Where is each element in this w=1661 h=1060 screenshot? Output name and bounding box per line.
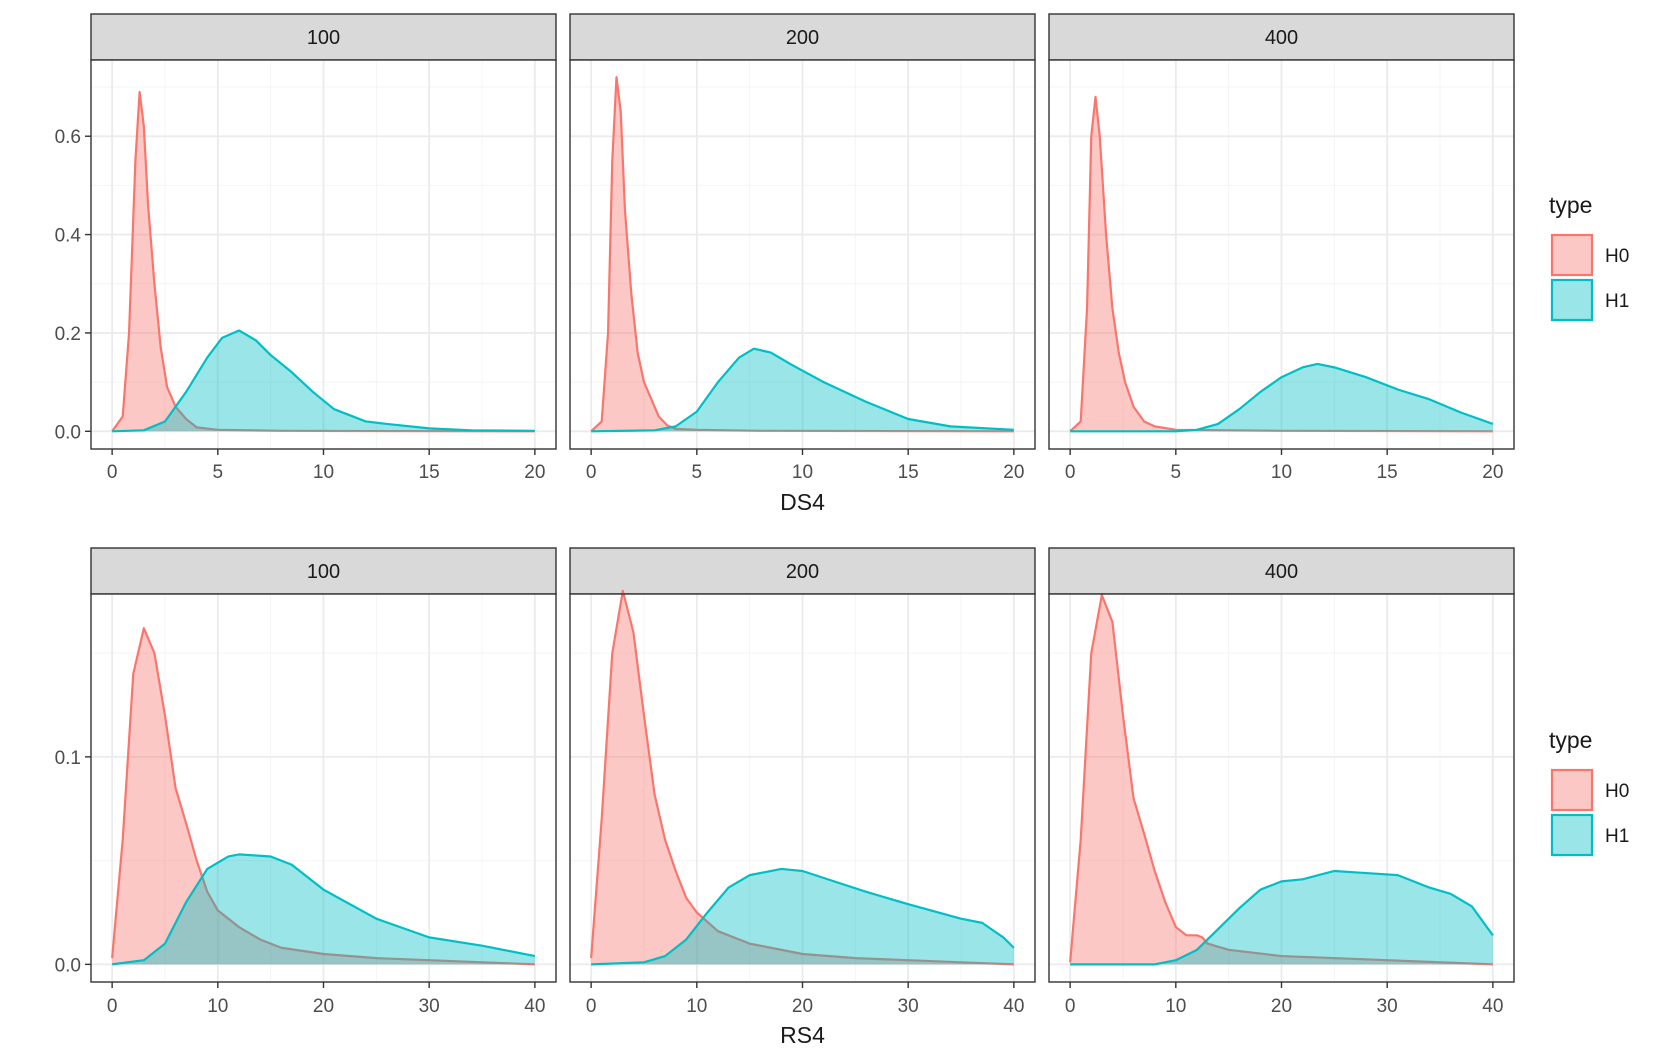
x-axis-title: RS4 — [780, 1022, 825, 1048]
legend-title: type — [1549, 727, 1592, 753]
density-line-h1 — [1070, 869, 1494, 966]
density-line-h0 — [590, 76, 1014, 433]
x-tick-label: 0 — [1065, 462, 1076, 483]
density-area-h1 — [1070, 870, 1493, 965]
density-area-h1 — [591, 868, 1014, 965]
legend-key-bg — [1551, 814, 1593, 856]
x-tick-label: 15 — [419, 462, 440, 483]
x-tick-label: 5 — [1171, 462, 1182, 483]
x-tick-label: 10 — [792, 462, 813, 483]
facet-strip — [569, 13, 1036, 61]
x-tick-label: 10 — [1271, 462, 1292, 483]
x-tick-label: 10 — [686, 996, 707, 1017]
x-tick-label: 10 — [313, 462, 334, 483]
density-line-h0 — [1069, 593, 1493, 966]
facet-panel-400: 400 0 5 10 15 20 — [1048, 13, 1515, 483]
x-tick-label: 15 — [898, 462, 919, 483]
density-line-h0 — [1069, 95, 1493, 433]
density-area-h0 — [112, 628, 535, 965]
x-tick-label: 5 — [692, 462, 703, 483]
density-line-h0 — [111, 627, 535, 966]
facet-strip-label: 200 — [786, 27, 819, 49]
density-area-h0 — [112, 91, 535, 432]
y-tick-label: 0.2 — [55, 324, 81, 345]
y-tick-label: 0.1 — [55, 748, 81, 769]
x-tick-label: 20 — [1271, 996, 1292, 1017]
x-axis-title: DS4 — [780, 489, 825, 515]
x-tick-label: 30 — [898, 996, 919, 1017]
density-line-h0 — [111, 90, 535, 433]
x-tick-label: 10 — [207, 996, 228, 1017]
legend-label-h1: H1 — [1605, 291, 1629, 312]
facet-row-rs4: 100 0 10 20 30 40 0.0 0.1 200 0 10 20 30 40 400 0 10 20 30… — [55, 547, 1629, 1048]
density-area-h1 — [1070, 363, 1493, 432]
x-tick-label: 0 — [107, 996, 118, 1017]
density-line-h1 — [111, 853, 536, 966]
facet-strip-label: 100 — [307, 27, 340, 49]
x-tick-label: 40 — [1003, 996, 1024, 1017]
legend-label-h1: H1 — [1605, 826, 1629, 847]
facet-panel-100: 100 0 10 20 30 40 0.0 0.1 — [55, 547, 557, 1017]
facet-panel-100: 100 0 5 10 15 20 0.0 0.2 0.4 0.6 — [55, 13, 557, 483]
legend: type H0 H1 — [1549, 192, 1629, 322]
facet-strip — [1048, 13, 1515, 61]
density-line-h1 — [591, 347, 1014, 433]
facet-panel-400: 400 0 10 20 30 40 — [1048, 547, 1515, 1017]
x-tick-label: 0 — [586, 462, 597, 483]
x-tick-label: 20 — [1482, 462, 1503, 483]
x-tick-label: 20 — [1003, 462, 1024, 483]
x-tick-label: 5 — [213, 462, 224, 483]
density-area-h0 — [1070, 96, 1493, 432]
density-line-h0 — [590, 589, 1014, 966]
x-tick-label: 20 — [313, 996, 334, 1017]
legend-label-h0: H0 — [1605, 781, 1629, 802]
x-tick-label: 30 — [419, 996, 440, 1017]
legend-key-h0 — [1550, 768, 1594, 812]
legend-key-h0 — [1550, 233, 1594, 277]
density-area-h0 — [591, 590, 1014, 965]
x-tick-label: 0 — [107, 462, 118, 483]
legend-key-h1 — [1550, 813, 1594, 857]
x-tick-label: 0 — [586, 996, 597, 1017]
facet-panel-200: 200 0 5 10 15 20 — [569, 13, 1036, 483]
facet-strip-label: 100 — [307, 561, 340, 583]
x-tick-label: 20 — [524, 462, 545, 483]
facet-strip — [90, 547, 557, 595]
density-area-h0 — [1070, 595, 1493, 965]
density-area-h1 — [112, 854, 535, 965]
legend-label-h0: H0 — [1605, 246, 1629, 267]
facet-strip-label: 400 — [1265, 561, 1298, 583]
y-tick-label: 0.4 — [55, 226, 82, 247]
y-tick-label: 0.0 — [55, 955, 81, 976]
density-line-h1 — [1070, 362, 1494, 433]
x-tick-label: 30 — [1377, 996, 1398, 1017]
legend-key-h1 — [1550, 278, 1594, 322]
y-tick-label: 0.0 — [55, 422, 81, 443]
density-line-h1 — [591, 867, 1015, 966]
facet-strip — [90, 13, 557, 61]
x-tick-label: 0 — [1065, 996, 1076, 1017]
legend-key-bg — [1551, 279, 1593, 321]
y-tick-label: 0.6 — [55, 127, 81, 148]
density-area-h0 — [591, 77, 1014, 432]
x-tick-label: 15 — [1377, 462, 1398, 483]
legend-key-bg — [1551, 769, 1593, 811]
x-tick-label: 20 — [792, 996, 813, 1017]
legend-key-bg — [1551, 234, 1593, 276]
x-tick-label: 10 — [1165, 996, 1186, 1017]
x-tick-label: 40 — [1482, 996, 1503, 1017]
facet-strip — [1048, 547, 1515, 595]
facet-panel-200: 200 0 10 20 30 40 — [569, 547, 1036, 1017]
facet-strip-label: 400 — [1265, 27, 1298, 49]
legend: type H0 H1 — [1549, 727, 1629, 857]
density-area-h1 — [591, 348, 1014, 432]
density-area-h1 — [112, 330, 535, 432]
x-tick-label: 40 — [524, 996, 545, 1017]
facet-strip-label: 200 — [786, 561, 819, 583]
density-line-h1 — [112, 329, 535, 433]
legend-title: type — [1549, 192, 1592, 218]
